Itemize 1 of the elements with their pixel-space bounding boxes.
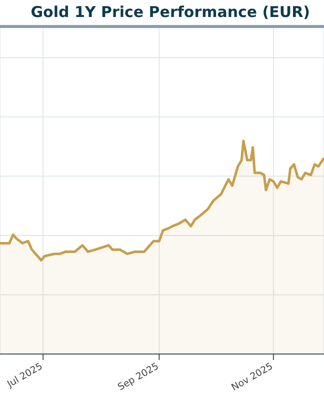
chart-title: Gold 1Y Price Performance (EUR) bbox=[0, 0, 324, 28]
